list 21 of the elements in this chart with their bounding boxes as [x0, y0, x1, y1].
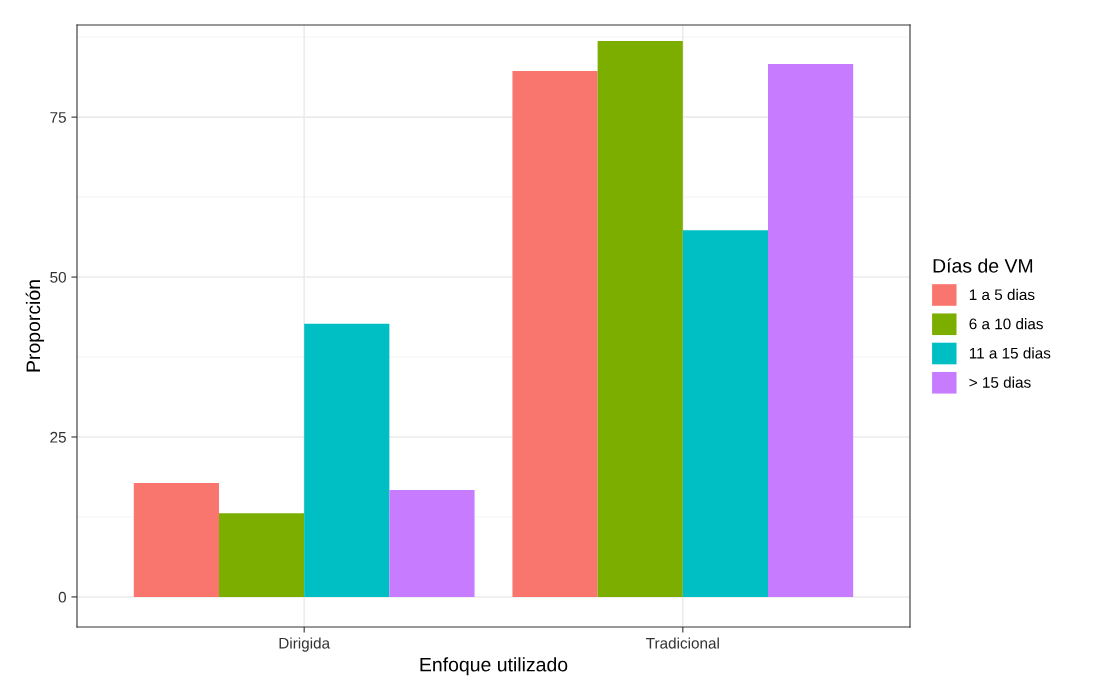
legend-label: 11 a 15 dias: [969, 347, 1051, 359]
bar: [304, 323, 390, 597]
x-tick-label: Dirigida: [279, 637, 331, 652]
y-axis-title: Proporción: [25, 280, 45, 372]
bar: [218, 513, 305, 597]
legend-title: Días de VM: [933, 258, 1033, 273]
y-tick-label: 75: [50, 112, 66, 123]
bar: [768, 64, 854, 597]
x-tick-label: Tradicional: [646, 637, 719, 649]
x-axis-title: Enfoque utilizado: [420, 657, 568, 676]
bar: [597, 40, 683, 597]
legend-label: 1 a 5 dias: [969, 288, 1035, 301]
y-tick-label: 25: [50, 431, 66, 443]
y-tick-label: 0: [58, 591, 66, 603]
y-tick-label: 50: [50, 271, 66, 283]
bar: [389, 490, 475, 597]
bar: [512, 71, 598, 597]
bar: [133, 483, 219, 597]
bar: [682, 230, 769, 597]
legend-label: 6 a 10 dias: [969, 318, 1043, 330]
legend-label: > 15 dias: [969, 376, 1031, 388]
